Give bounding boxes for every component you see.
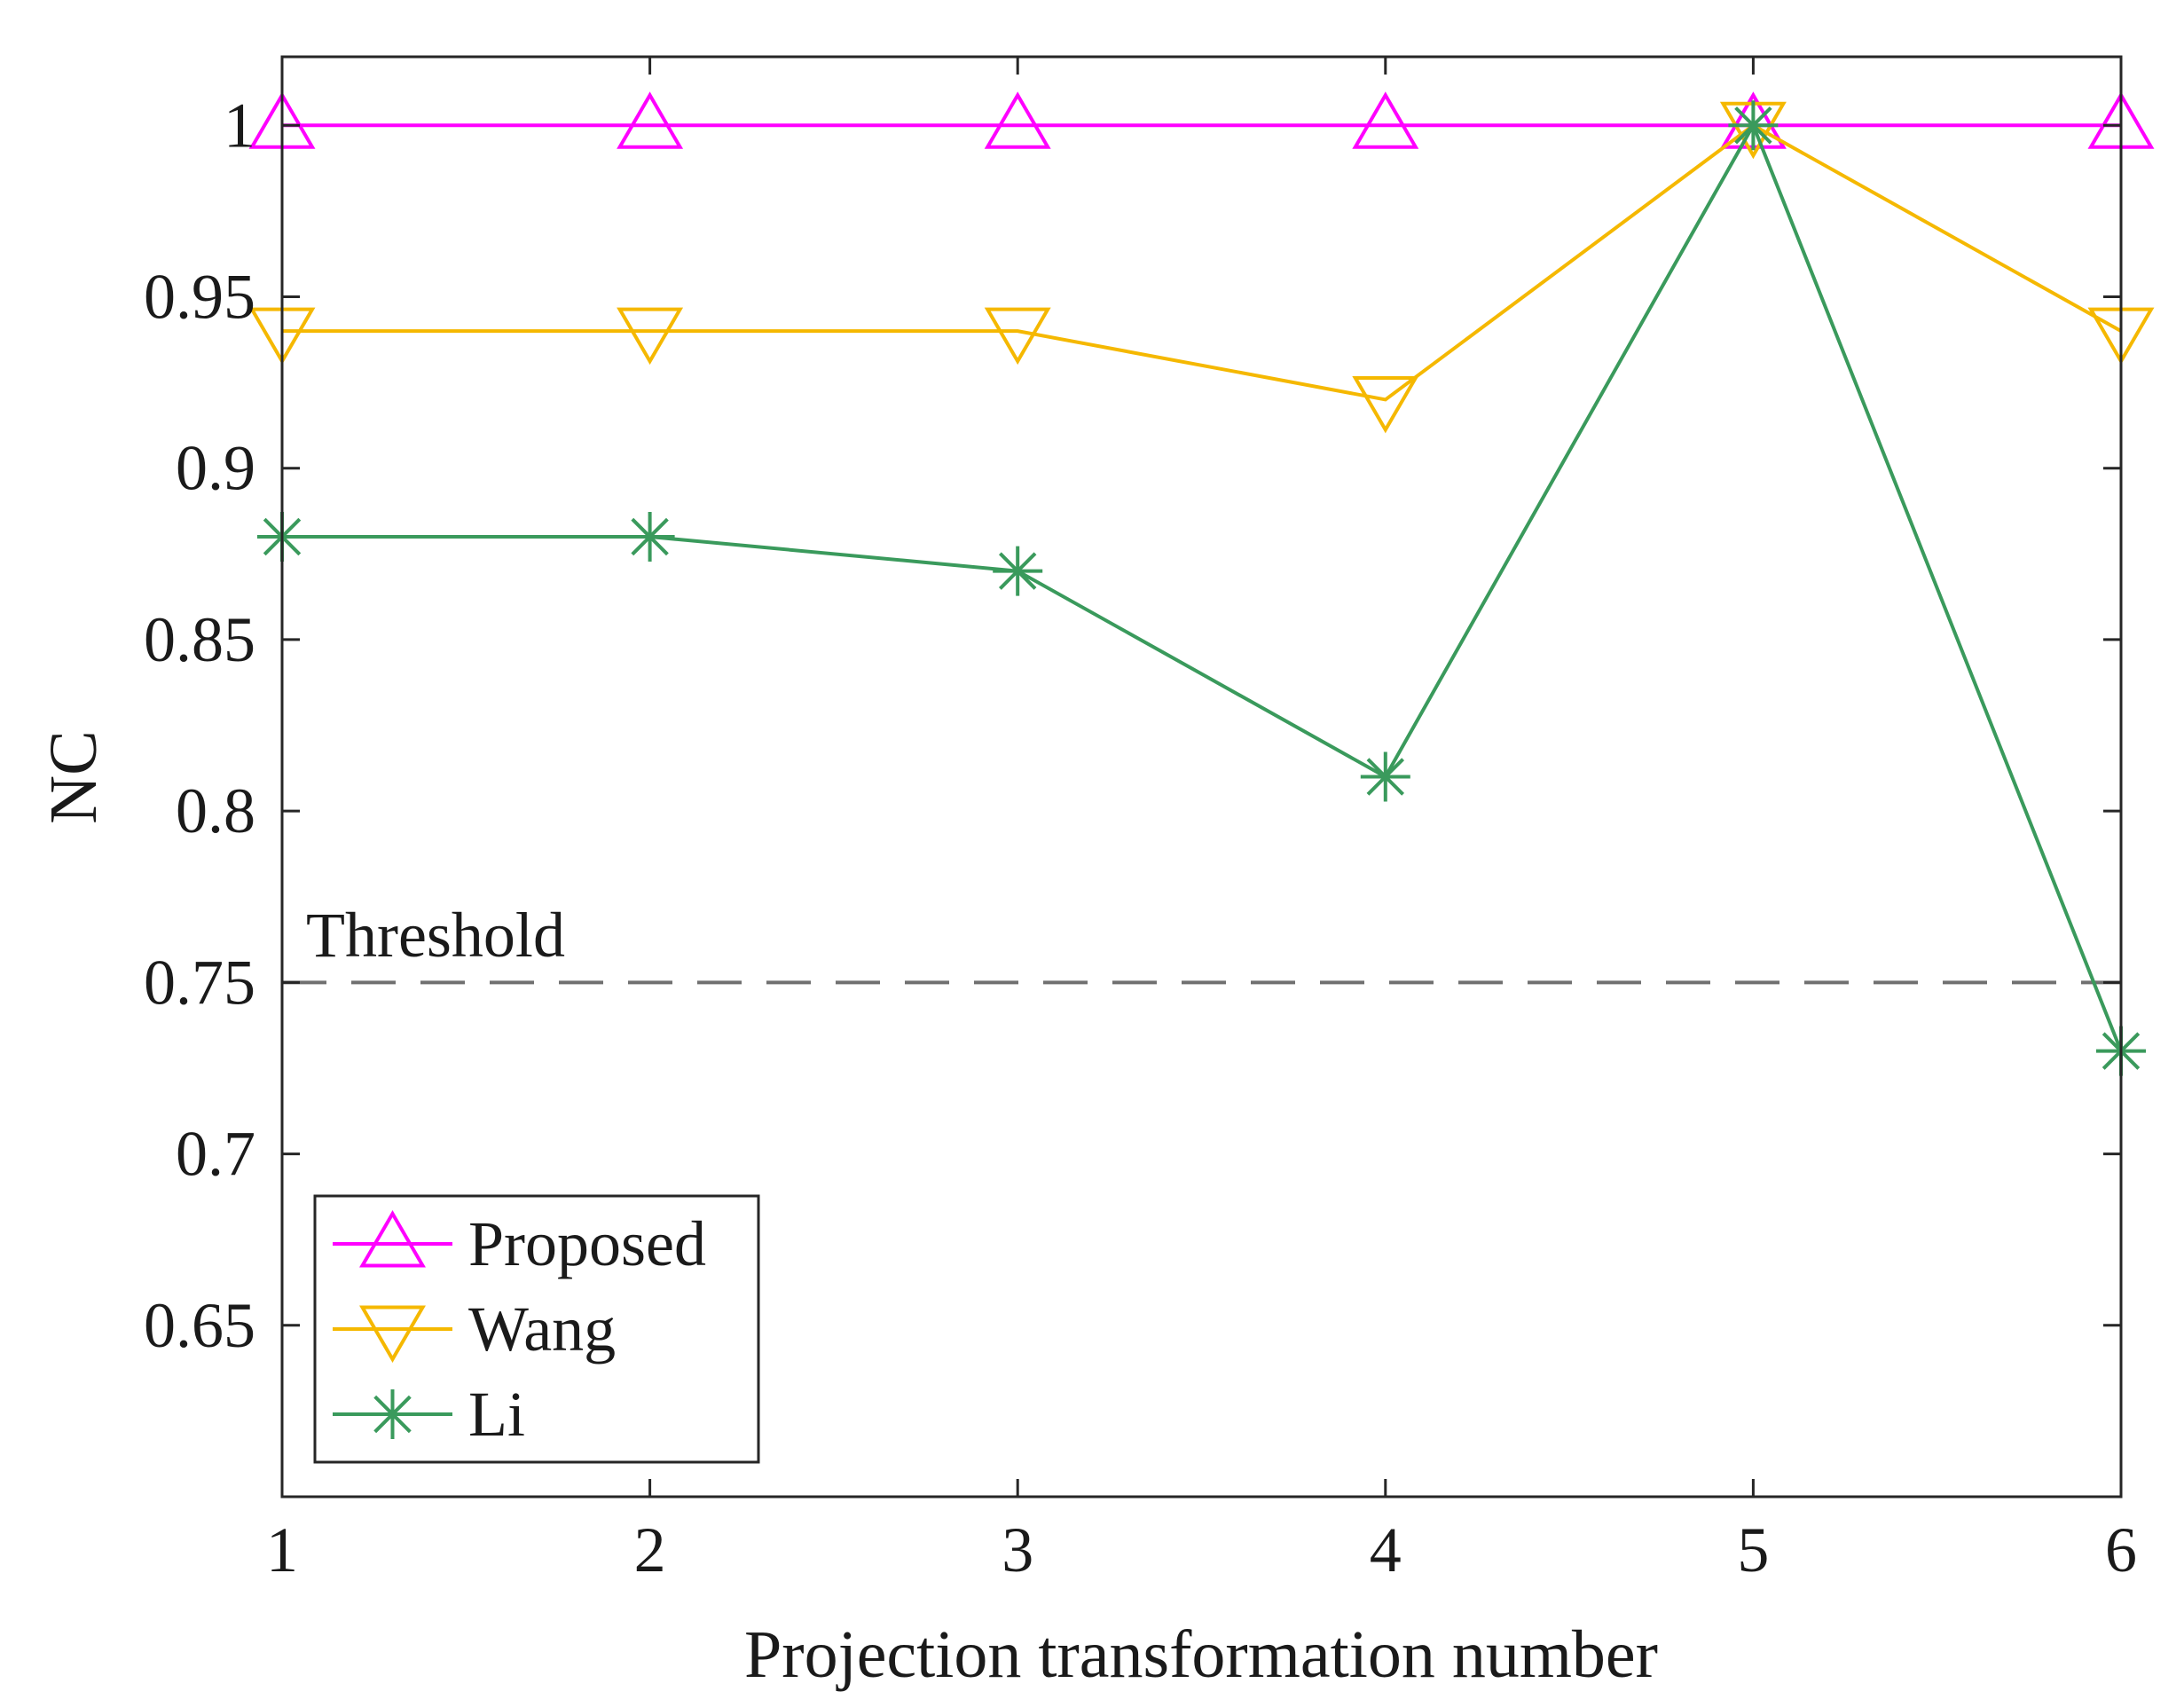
legend-entry-proposed: Proposed bbox=[333, 1208, 706, 1279]
series-line-wang bbox=[282, 122, 2122, 402]
y-tick-label-0.65: 0.65 bbox=[144, 1290, 255, 1361]
series-line-li bbox=[282, 121, 2123, 1052]
legend-marker-wang bbox=[359, 1305, 426, 1363]
data-point-proposed-3 bbox=[984, 91, 1051, 149]
data-point-wang-2 bbox=[617, 307, 684, 366]
y-tick-label-0.95: 0.95 bbox=[144, 262, 255, 333]
threshold-label: Threshold bbox=[306, 900, 565, 971]
data-point-proposed-2 bbox=[617, 91, 684, 149]
legend-marker-li bbox=[367, 1389, 418, 1439]
data-point-wang-3 bbox=[984, 307, 1051, 366]
x-tick-label-1: 1 bbox=[266, 1514, 298, 1585]
data-point-li-4 bbox=[1360, 751, 1410, 802]
x-tick-label-3: 3 bbox=[1002, 1514, 1033, 1585]
x-axis-title: Projection transformation number bbox=[744, 1617, 1658, 1692]
data-point-li-3 bbox=[993, 546, 1043, 596]
y-tick-label-0.75: 0.75 bbox=[144, 947, 255, 1018]
x-tick-label-4: 4 bbox=[1370, 1514, 1402, 1585]
legend-label-li: Li bbox=[468, 1379, 525, 1450]
series-li bbox=[257, 100, 2146, 1076]
plot-frame bbox=[280, 55, 2123, 1499]
x-tick-label-2: 2 bbox=[634, 1514, 666, 1585]
y-tick-label-1: 1 bbox=[224, 90, 255, 161]
x-tick-label-6: 6 bbox=[2105, 1514, 2137, 1585]
legend-label-wang: Wang bbox=[468, 1294, 616, 1365]
y-tick-label-0.8: 0.8 bbox=[176, 775, 255, 846]
y-tick-label-0.85: 0.85 bbox=[144, 604, 255, 675]
data-point-li-5 bbox=[1728, 100, 1779, 151]
legend-entry-wang: Wang bbox=[333, 1294, 616, 1365]
data-point-proposed-4 bbox=[1352, 91, 1419, 149]
tick-layer: 1 2 3 4 5 6 0.65 0.7 0.75 0.8 0.85 0.9 0.95 1 bbox=[144, 57, 2137, 1585]
legend-entry-li: Li bbox=[333, 1379, 525, 1450]
legend: Proposed Wang Li bbox=[313, 1194, 760, 1464]
y-tick-label-0.7: 0.7 bbox=[176, 1119, 255, 1190]
data-point-wang-4 bbox=[1352, 375, 1419, 434]
y-axis-title: NC bbox=[36, 730, 111, 824]
legend-label-proposed: Proposed bbox=[468, 1208, 706, 1279]
legend-marker-proposed bbox=[359, 1210, 426, 1268]
x-tick-label-5: 5 bbox=[1737, 1514, 1769, 1585]
data-point-li-2 bbox=[625, 512, 675, 562]
y-tick-label-0.9: 0.9 bbox=[176, 433, 255, 504]
